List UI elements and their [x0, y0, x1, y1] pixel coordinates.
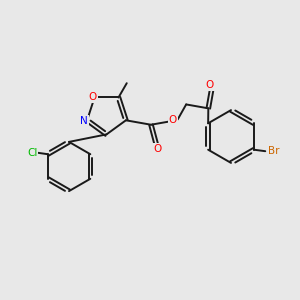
Text: O: O: [153, 144, 162, 154]
Text: Br: Br: [268, 146, 279, 156]
Text: O: O: [88, 92, 97, 102]
Text: N: N: [80, 116, 88, 126]
Text: O: O: [169, 116, 177, 125]
Text: O: O: [206, 80, 214, 90]
Text: Cl: Cl: [27, 148, 37, 158]
